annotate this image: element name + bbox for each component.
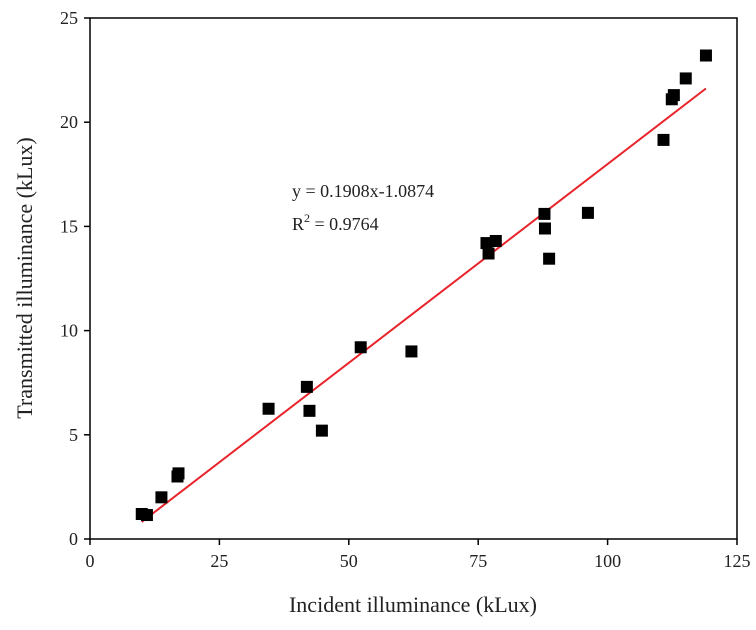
y-tick-label: 10 bbox=[60, 321, 78, 341]
y-tick-label: 15 bbox=[60, 216, 78, 236]
y-tick-label: 20 bbox=[60, 112, 78, 132]
data-point bbox=[538, 222, 551, 235]
r-squared-value: = 0.9764 bbox=[310, 214, 379, 234]
x-axis-ticks: 0 25 50 75 100 125 bbox=[86, 539, 751, 571]
regression-line bbox=[141, 87, 707, 523]
data-point bbox=[482, 247, 495, 260]
data-point bbox=[354, 341, 367, 354]
x-tick-label: 125 bbox=[724, 551, 751, 571]
data-point bbox=[140, 509, 153, 522]
y-tick-label: 5 bbox=[69, 425, 78, 445]
x-tick-label: 75 bbox=[469, 551, 487, 571]
data-point bbox=[679, 72, 692, 85]
x-tick-label: 100 bbox=[594, 551, 621, 571]
regression-equation: y = 0.1908x-1.0874 bbox=[292, 181, 434, 201]
data-point bbox=[667, 89, 680, 102]
data-point bbox=[300, 380, 313, 393]
data-points bbox=[135, 49, 712, 522]
data-point bbox=[405, 345, 418, 358]
y-axis-ticks: 0 5 10 15 20 25 bbox=[60, 8, 90, 549]
data-point bbox=[543, 252, 556, 265]
r-squared-prefix: R bbox=[292, 214, 304, 234]
data-point bbox=[489, 234, 502, 247]
data-point bbox=[480, 237, 493, 250]
data-point bbox=[303, 404, 316, 417]
data-point bbox=[262, 402, 275, 415]
y-tick-label: 25 bbox=[60, 8, 78, 28]
y-axis-title: Transmitted illuminance (kLux) bbox=[12, 137, 37, 418]
data-point bbox=[315, 424, 328, 437]
plot-frame bbox=[89, 17, 738, 540]
data-point bbox=[155, 491, 168, 504]
data-point bbox=[538, 207, 551, 220]
y-tick-label: 0 bbox=[69, 529, 78, 549]
r-squared-superscript: 2 bbox=[304, 211, 310, 225]
x-tick-label: 25 bbox=[210, 551, 228, 571]
data-point bbox=[581, 206, 594, 219]
data-point bbox=[172, 467, 185, 480]
r-squared: R2 = 0.9764 bbox=[292, 211, 379, 234]
data-point bbox=[657, 133, 670, 146]
x-tick-label: 0 bbox=[86, 551, 95, 571]
x-tick-label: 50 bbox=[340, 551, 358, 571]
x-axis-title: Incident illuminance (kLux) bbox=[289, 592, 537, 617]
data-point bbox=[699, 49, 712, 62]
